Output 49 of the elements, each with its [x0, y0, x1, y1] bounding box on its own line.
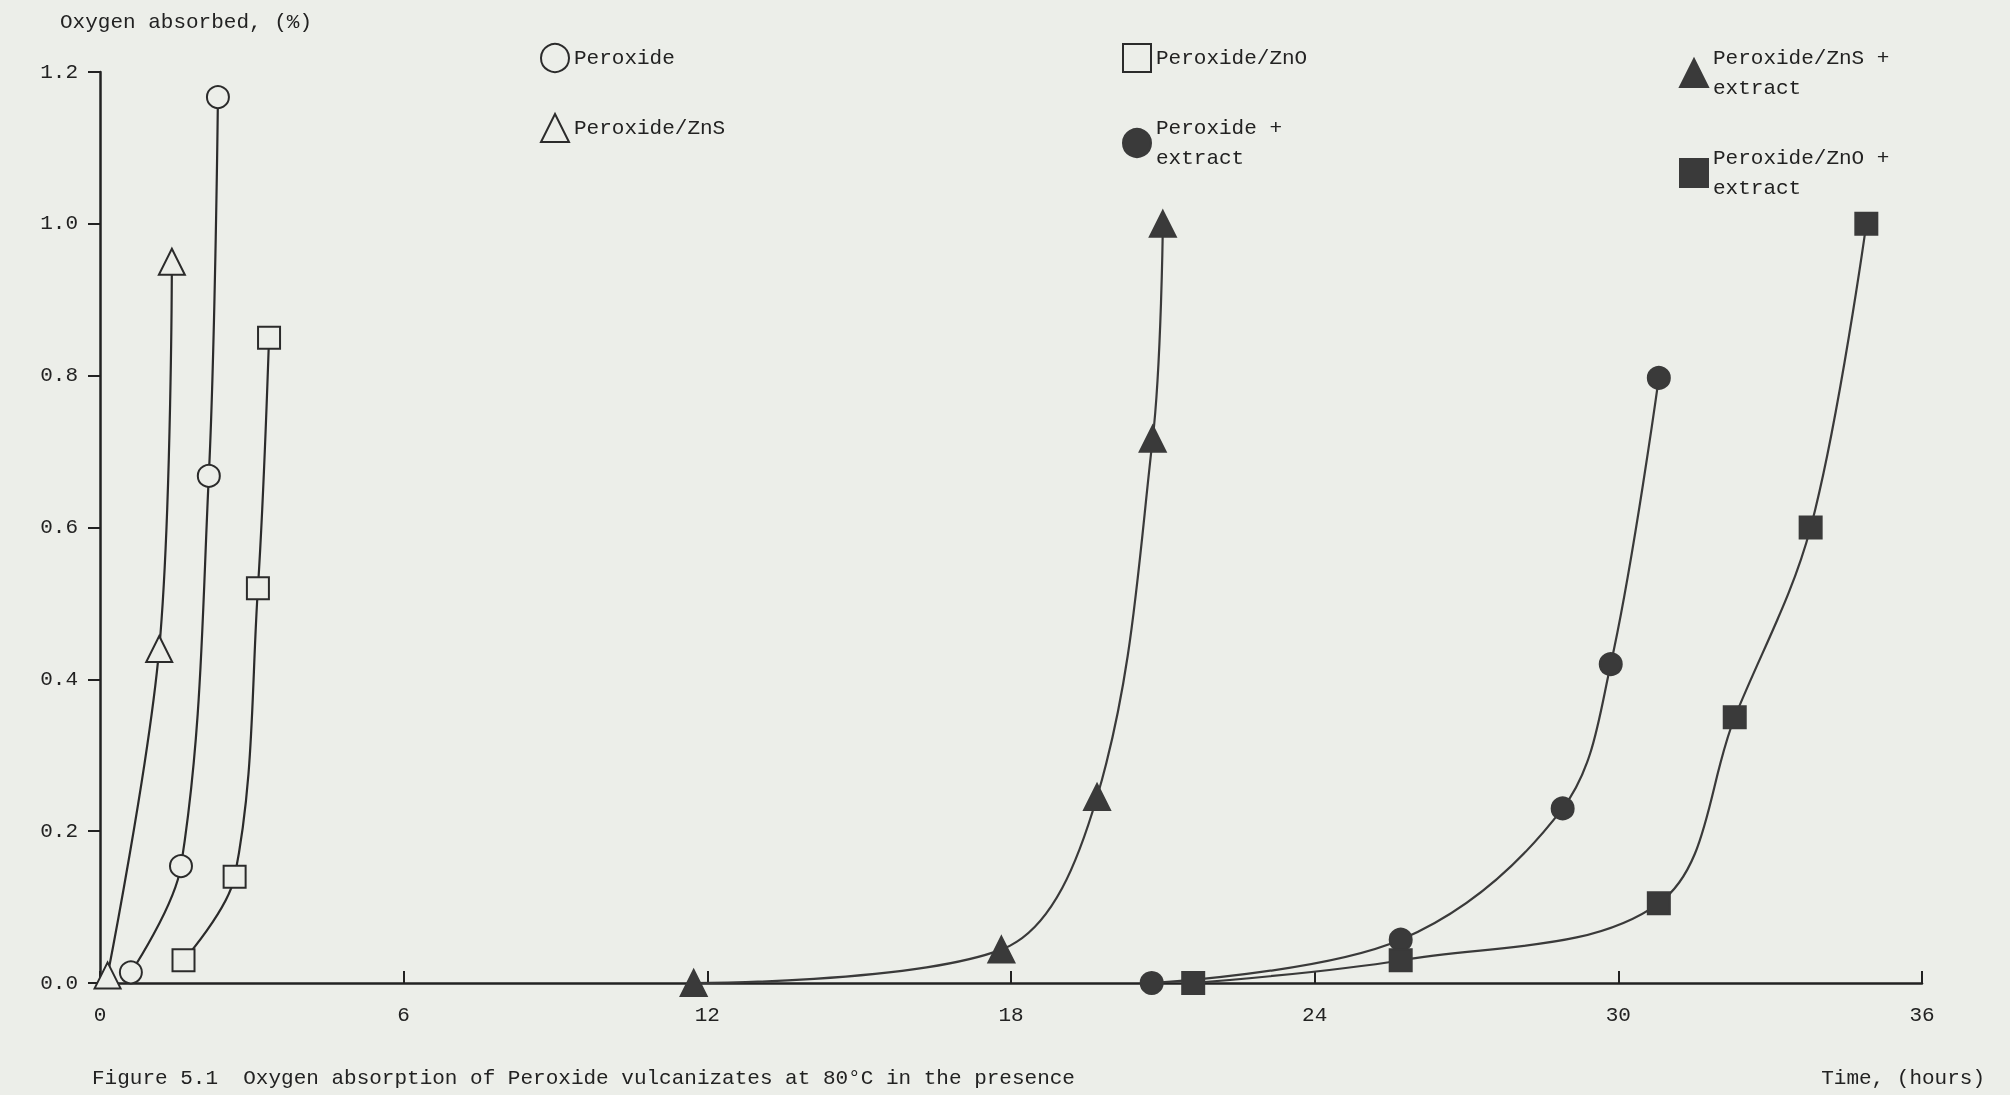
point [1083, 783, 1112, 811]
point [1139, 971, 1164, 995]
point [205, 85, 230, 110]
x-tick-label: 12 [694, 1004, 720, 1027]
x-tick-label: 24 [1302, 1004, 1328, 1027]
legend-label: Peroxide [574, 46, 675, 70]
legend-label: Peroxide/ZnS [574, 116, 726, 140]
point [196, 463, 221, 488]
x-tick-label: 18 [998, 1004, 1024, 1027]
point [222, 864, 247, 889]
point [1181, 971, 1206, 995]
x-axis-title: Time, (hours) [1821, 1067, 1985, 1090]
point [93, 961, 122, 990]
y-tick-label: 1.2 [40, 60, 78, 84]
y-tick-label: 0.4 [40, 667, 78, 691]
point [1646, 365, 1671, 390]
point [1388, 948, 1413, 973]
point [1148, 209, 1177, 238]
point [257, 325, 282, 350]
y-tick-label: 0.8 [40, 364, 78, 388]
y-tick-label: 1.0 [40, 212, 78, 236]
point [987, 935, 1016, 964]
point [171, 948, 196, 973]
point [1722, 705, 1747, 730]
point [1138, 424, 1167, 453]
caption: Figure 5.1 Oxygen absorption of Peroxide vulcanizates at 80°C in the presence [92, 1067, 1075, 1090]
point [118, 960, 143, 985]
point [1646, 891, 1671, 916]
y-axis-title: Oxygen absorbed, (%) [60, 11, 313, 34]
legend-label: Peroxide/ZnO + extract [1713, 146, 1903, 200]
y-tick-label: 0.0 [40, 971, 78, 995]
point [157, 247, 186, 276]
point [1598, 652, 1623, 677]
legend-label: Peroxide + extract [1156, 116, 1295, 170]
point [679, 969, 708, 997]
x-tick-label: 0 [93, 1004, 107, 1027]
point [1798, 515, 1823, 540]
legend-label: Peroxide/ZnO [1156, 46, 1308, 70]
legend-label: Peroxide/ZnS + extract [1713, 46, 1903, 100]
x-tick-label: 30 [1605, 1004, 1631, 1027]
y-tick-label: 0.6 [40, 516, 78, 539]
point [1854, 211, 1879, 236]
point [245, 576, 270, 601]
x-tick-label: 6 [397, 1004, 410, 1027]
point [1550, 796, 1575, 821]
y-tick-label: 0.2 [40, 819, 78, 843]
point [145, 634, 174, 663]
x-tick-label: 36 [1909, 1004, 1935, 1027]
point [169, 854, 193, 879]
